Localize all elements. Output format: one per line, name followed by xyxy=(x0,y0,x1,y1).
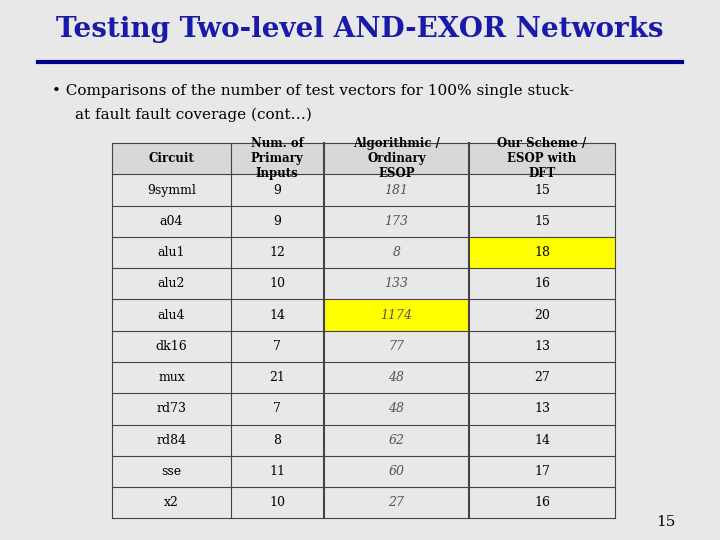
Bar xyxy=(112,143,615,174)
Text: alu1: alu1 xyxy=(158,246,185,259)
Text: 7: 7 xyxy=(274,402,282,415)
Text: 10: 10 xyxy=(269,278,285,291)
Text: 1174: 1174 xyxy=(380,309,413,322)
Text: Our Scheme /
ESOP with
DFT: Our Scheme / ESOP with DFT xyxy=(498,137,587,180)
Text: dk16: dk16 xyxy=(156,340,187,353)
Text: 181: 181 xyxy=(384,184,408,197)
Text: 21: 21 xyxy=(269,371,285,384)
Text: mux: mux xyxy=(158,371,185,384)
Text: 15: 15 xyxy=(656,515,675,529)
Text: 13: 13 xyxy=(534,402,550,415)
Text: 48: 48 xyxy=(388,371,405,384)
Text: 8: 8 xyxy=(392,246,400,259)
Text: at fault fault coverage (cont…): at fault fault coverage (cont…) xyxy=(75,108,312,123)
Text: Testing Two-level AND-EXOR Networks: Testing Two-level AND-EXOR Networks xyxy=(56,16,664,43)
Text: 62: 62 xyxy=(388,434,405,447)
Text: • Comparisons of the number of test vectors for 100% single stuck-: • Comparisons of the number of test vect… xyxy=(52,84,573,98)
Text: 173: 173 xyxy=(384,215,408,228)
Text: 18: 18 xyxy=(534,246,550,259)
Text: 12: 12 xyxy=(269,246,285,259)
Text: rd73: rd73 xyxy=(156,402,186,415)
Text: x2: x2 xyxy=(164,496,179,509)
Text: 60: 60 xyxy=(388,465,405,478)
Text: alu4: alu4 xyxy=(158,309,185,322)
Text: 15: 15 xyxy=(534,184,550,197)
Text: Circuit: Circuit xyxy=(148,152,194,165)
Text: 16: 16 xyxy=(534,278,550,291)
Bar xyxy=(324,300,469,330)
Text: 14: 14 xyxy=(269,309,285,322)
Text: 15: 15 xyxy=(534,215,550,228)
Text: alu2: alu2 xyxy=(158,278,185,291)
Text: 20: 20 xyxy=(534,309,550,322)
Text: 48: 48 xyxy=(388,402,405,415)
Text: 133: 133 xyxy=(384,278,408,291)
Text: 7: 7 xyxy=(274,340,282,353)
Text: 9: 9 xyxy=(274,215,282,228)
Text: 77: 77 xyxy=(388,340,405,353)
Text: Algorithmic /
Ordinary
ESOP: Algorithmic / Ordinary ESOP xyxy=(353,137,440,180)
Text: 10: 10 xyxy=(269,496,285,509)
Text: a04: a04 xyxy=(160,215,183,228)
Text: sse: sse xyxy=(161,465,181,478)
Text: 27: 27 xyxy=(388,496,405,509)
Text: 9: 9 xyxy=(274,184,282,197)
Text: Num. of
Primary
Inputs: Num. of Primary Inputs xyxy=(251,137,304,180)
Bar xyxy=(469,237,615,268)
Text: 16: 16 xyxy=(534,496,550,509)
Text: 8: 8 xyxy=(274,434,282,447)
Text: 9symml: 9symml xyxy=(147,184,196,197)
Text: 27: 27 xyxy=(534,371,550,384)
Text: 13: 13 xyxy=(534,340,550,353)
Text: 17: 17 xyxy=(534,465,550,478)
Text: 11: 11 xyxy=(269,465,285,478)
Text: rd84: rd84 xyxy=(156,434,186,447)
Text: 14: 14 xyxy=(534,434,550,447)
